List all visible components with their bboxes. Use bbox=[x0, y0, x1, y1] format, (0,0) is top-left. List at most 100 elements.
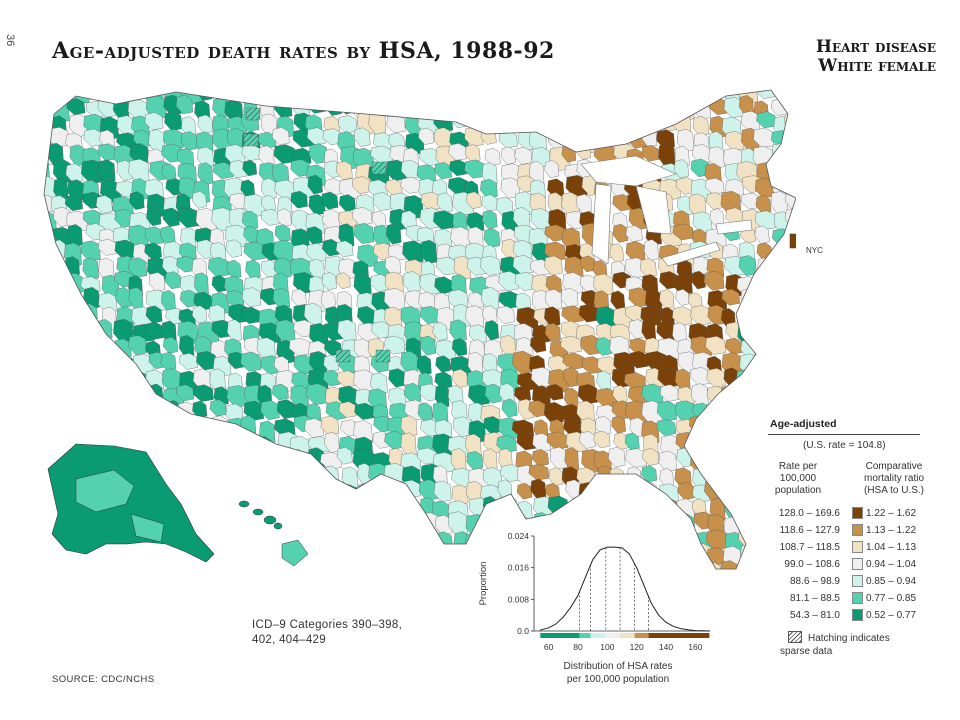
hsa-region bbox=[306, 560, 322, 569]
hsa-region bbox=[401, 513, 420, 538]
hsa-region bbox=[245, 447, 262, 466]
hsa-region bbox=[261, 195, 276, 212]
hsa-region bbox=[338, 560, 356, 569]
x-tick-label: 80 bbox=[573, 642, 583, 652]
hsa-region bbox=[164, 271, 182, 290]
hsa-region bbox=[785, 289, 796, 310]
hsa-region bbox=[692, 116, 709, 137]
hsa-region bbox=[128, 370, 148, 391]
hsa-region bbox=[145, 321, 164, 340]
hsa-region-sparse bbox=[243, 133, 259, 147]
hsa-region bbox=[402, 90, 425, 98]
hsa-region bbox=[437, 192, 453, 214]
hsa-region bbox=[659, 289, 675, 310]
hsa-region bbox=[289, 449, 306, 471]
hsa-region bbox=[178, 418, 194, 441]
hatching-swatch bbox=[788, 631, 802, 643]
hsa-region bbox=[289, 436, 310, 455]
hsa-region bbox=[561, 305, 584, 323]
hsa-region bbox=[465, 144, 481, 163]
hsa-region bbox=[752, 336, 769, 354]
hsa-region bbox=[405, 531, 427, 549]
hsa-region bbox=[448, 558, 465, 569]
hsa-region bbox=[400, 415, 418, 437]
hsa-region bbox=[51, 319, 72, 343]
hsa-region bbox=[224, 467, 240, 489]
hsa-region bbox=[788, 164, 796, 181]
hsa-region bbox=[594, 500, 616, 519]
hsa-region bbox=[544, 255, 563, 276]
legend-row: 81.1 – 88.5 0.77 – 0.85 bbox=[764, 592, 944, 607]
hsa-region bbox=[243, 241, 266, 261]
hsa-region bbox=[658, 498, 681, 518]
hsa-region bbox=[596, 95, 616, 118]
hsa-region bbox=[512, 255, 534, 275]
legend-rate-header-line: Rate per bbox=[778, 461, 818, 472]
subtitle-cause: Heart disease bbox=[815, 37, 936, 57]
hsa-region bbox=[788, 335, 796, 353]
hsa-region bbox=[226, 259, 242, 279]
hsa-region bbox=[386, 223, 402, 245]
lake-michigan bbox=[591, 183, 612, 265]
hsa-region bbox=[195, 430, 218, 448]
hsa-region bbox=[771, 142, 795, 165]
hsa-region bbox=[723, 479, 746, 497]
hsa-region bbox=[149, 415, 166, 438]
hsa-region bbox=[482, 448, 498, 471]
hsa-region bbox=[178, 562, 197, 569]
hsa-region bbox=[67, 288, 82, 311]
us-outline bbox=[43, 89, 796, 570]
hsa-region bbox=[708, 146, 725, 169]
hsa-region bbox=[725, 337, 743, 355]
hsa-region bbox=[740, 544, 756, 564]
hsa-region bbox=[51, 401, 67, 426]
map-subtitle: Heart disease White female bbox=[816, 38, 936, 76]
hsa-region bbox=[656, 419, 677, 436]
hsa-region bbox=[175, 94, 193, 115]
hsa-region bbox=[484, 148, 501, 166]
hsa-region bbox=[97, 159, 116, 183]
hsa-region bbox=[114, 239, 135, 260]
hsa-region bbox=[211, 530, 234, 550]
hsa-region bbox=[432, 322, 448, 341]
hsa-region bbox=[340, 90, 359, 107]
hsa-region bbox=[321, 481, 340, 505]
hsa-region bbox=[115, 548, 131, 568]
hsa-region bbox=[162, 562, 179, 569]
legend-swatch bbox=[852, 541, 863, 553]
hsa-region bbox=[53, 308, 72, 328]
hsa-region bbox=[629, 96, 647, 119]
hsa-region bbox=[357, 482, 374, 503]
hsa-region bbox=[308, 481, 328, 499]
hsa-region bbox=[98, 387, 118, 408]
hsa-region bbox=[50, 287, 69, 310]
icd-line-1: ICD–9 Categories 390–398, bbox=[252, 619, 403, 631]
hsa-region bbox=[44, 351, 50, 371]
legend-cmr-range: 1.04 – 1.13 bbox=[866, 542, 917, 553]
hsa-region bbox=[433, 90, 453, 99]
hsa-region bbox=[291, 288, 307, 307]
hsa-region bbox=[738, 418, 757, 437]
hsa-region bbox=[306, 383, 328, 405]
hsa-region bbox=[530, 478, 547, 500]
hsa-region bbox=[497, 100, 516, 122]
hsa-region bbox=[400, 176, 422, 194]
hsa-region bbox=[81, 386, 100, 404]
hsa-region-sparse bbox=[375, 349, 391, 363]
hsa-region bbox=[323, 369, 341, 387]
hawaii-island bbox=[273, 522, 283, 530]
hsa-region bbox=[597, 131, 614, 149]
hsa-region bbox=[271, 452, 291, 472]
hsa-region bbox=[530, 208, 550, 230]
hsa-region bbox=[516, 482, 533, 500]
hsa-region bbox=[639, 258, 657, 278]
hsa-region bbox=[245, 463, 265, 486]
distribution-chart: 0.0 0.008 0.016 0.024 Proportion 60 80 100 120 14… bbox=[478, 531, 711, 652]
hsa-region bbox=[575, 194, 593, 214]
hsa-region bbox=[786, 356, 796, 375]
subtitle-population: White female bbox=[818, 56, 936, 76]
legend-cmr-header-line: (HSA to U.S.) bbox=[863, 485, 924, 496]
hsa-region bbox=[273, 90, 292, 107]
hsa-region bbox=[81, 401, 102, 426]
hsa-region bbox=[514, 146, 533, 165]
